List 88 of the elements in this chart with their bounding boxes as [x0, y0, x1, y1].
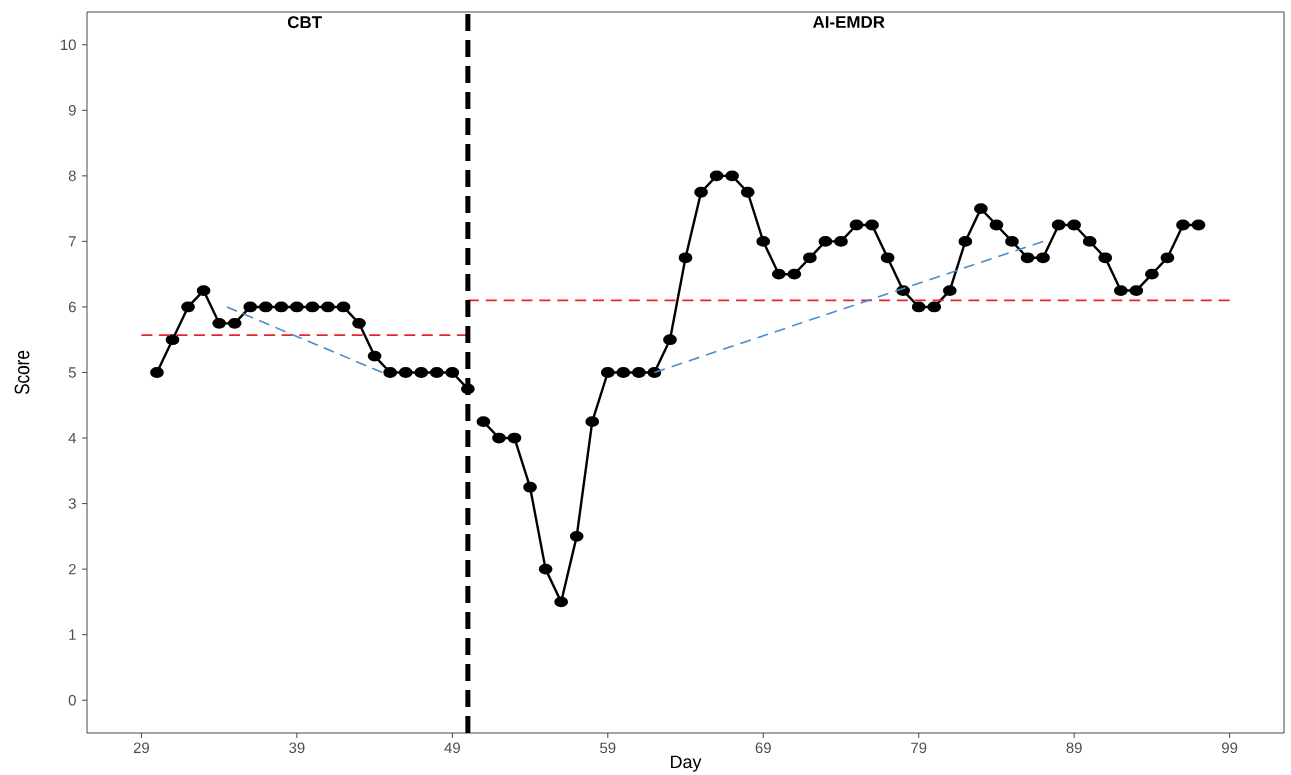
- x-tick-label: 49: [444, 742, 460, 754]
- point: [803, 252, 817, 264]
- point: [445, 367, 460, 378]
- point: [429, 367, 444, 378]
- point: [1098, 252, 1113, 264]
- point: [911, 301, 926, 313]
- point: [150, 367, 164, 378]
- y-tick-label: 7: [68, 236, 76, 247]
- annotation: CBT: [287, 16, 322, 29]
- point: [165, 334, 180, 346]
- point: [258, 301, 273, 313]
- x-axis-title: Day: [671, 755, 702, 772]
- point: [1129, 285, 1144, 296]
- point: [383, 367, 398, 378]
- y-axis-title: Score: [14, 350, 30, 395]
- point: [756, 236, 771, 247]
- point: [865, 219, 879, 231]
- point: [1005, 236, 1019, 247]
- point: [274, 301, 289, 313]
- y-tick-label: 4: [68, 432, 77, 444]
- y-tick-label: 2: [68, 563, 76, 575]
- point: [321, 301, 335, 313]
- x-tick-label: 29: [133, 742, 149, 754]
- point: [1067, 219, 1082, 231]
- point: [538, 563, 553, 575]
- point: [414, 367, 429, 378]
- point: [507, 432, 522, 444]
- point: [818, 236, 833, 247]
- point: [336, 301, 351, 313]
- point: [523, 481, 537, 493]
- x-tick-label: 59: [600, 742, 616, 754]
- x-tick-label: 99: [1222, 742, 1238, 754]
- y-tick-label: 0: [68, 694, 76, 706]
- point: [740, 186, 755, 198]
- point: [290, 301, 304, 313]
- point: [678, 252, 693, 264]
- point: [834, 236, 848, 247]
- point: [600, 367, 615, 378]
- point: [1082, 236, 1097, 247]
- point: [849, 219, 864, 231]
- point: [958, 236, 973, 247]
- point: [492, 432, 506, 444]
- point: [243, 301, 258, 313]
- point: [367, 350, 382, 362]
- point: [1176, 219, 1190, 231]
- point: [725, 170, 740, 182]
- point: [787, 268, 802, 280]
- y-tick-label: 9: [68, 105, 76, 116]
- point: [212, 317, 227, 329]
- point: [1145, 268, 1159, 280]
- x-tick-label: 39: [289, 742, 305, 754]
- point: [1051, 219, 1066, 231]
- point: [476, 416, 491, 428]
- point: [352, 317, 366, 329]
- point: [880, 252, 895, 264]
- point: [305, 301, 320, 313]
- y-tick-label: 6: [68, 301, 76, 313]
- x-tick-label: 69: [755, 742, 771, 754]
- annotation: AI-EMDR: [812, 16, 885, 28]
- point: [942, 285, 957, 296]
- point: [554, 596, 569, 608]
- point: [196, 285, 211, 296]
- point: [1160, 252, 1175, 264]
- point: [989, 219, 1004, 231]
- y-tick-label: 5: [68, 367, 76, 378]
- point: [227, 317, 242, 329]
- point: [927, 301, 942, 313]
- x-tick-label: 89: [1066, 742, 1082, 754]
- point: [632, 367, 646, 378]
- point: [1036, 252, 1050, 264]
- point: [663, 334, 677, 346]
- point: [398, 367, 413, 378]
- point: [1191, 219, 1206, 231]
- point: [181, 301, 195, 313]
- point: [616, 367, 631, 378]
- point: [694, 186, 708, 198]
- y-tick-label: 10: [61, 39, 76, 51]
- x-tick-label: 79: [911, 742, 927, 754]
- point: [585, 416, 600, 428]
- point: [709, 170, 724, 182]
- y-tick-label: 8: [68, 170, 76, 182]
- point: [771, 268, 786, 280]
- point: [569, 530, 584, 542]
- point: [1113, 285, 1128, 296]
- y-tick-label: 1: [69, 629, 76, 640]
- point: [974, 203, 988, 215]
- point: [1020, 252, 1035, 264]
- y-tick-label: 3: [68, 498, 76, 509]
